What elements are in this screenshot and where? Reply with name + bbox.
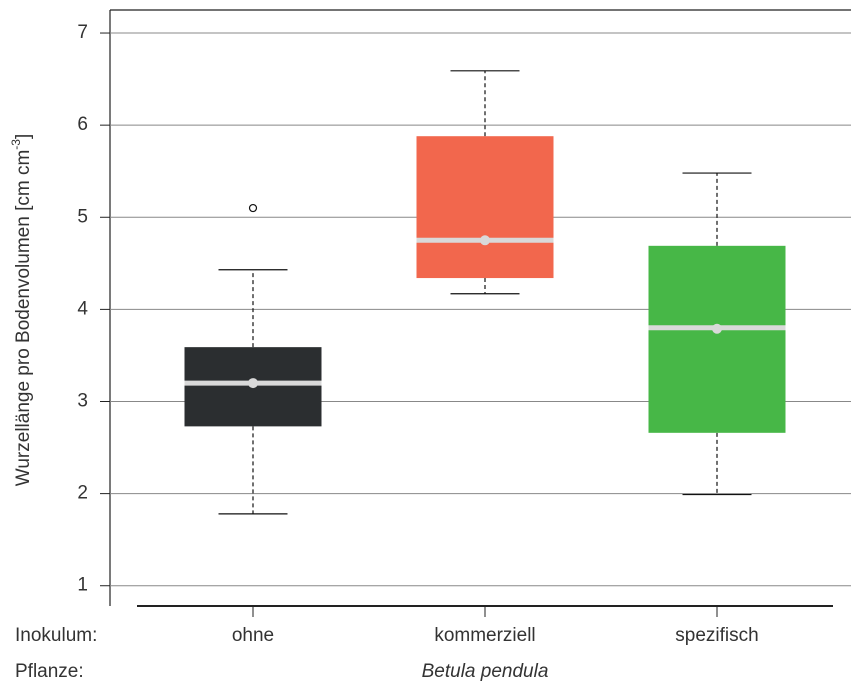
y-tick-label: 6 [77, 114, 88, 135]
x-tick-label: kommerziell [434, 625, 535, 646]
y-tick-label: 5 [77, 206, 88, 227]
y-tick-label: 2 [77, 483, 88, 504]
row-label: Pflanze: [15, 661, 84, 682]
y-tick-label: 1 [77, 575, 88, 596]
mean-dot [480, 235, 490, 246]
group-label: Betula pendula [422, 661, 549, 682]
box [416, 136, 554, 279]
y-tick-label: 4 [77, 298, 88, 319]
mean-dot [248, 378, 258, 389]
mean-dot [712, 323, 722, 334]
y-tick-label: 7 [77, 22, 88, 43]
outlier [248, 203, 258, 213]
y-axis-title: Wurzellänge pro Bodenvolumen [cm cm-3] [9, 134, 34, 486]
box [648, 245, 786, 433]
row-label: Inokulum: [15, 625, 97, 646]
x-tick-label: spezifisch [675, 625, 758, 646]
y-axis-title-main: Wurzellänge pro Bodenvolumen [cm cm [13, 150, 34, 487]
y-axis-title-sup: -3 [9, 139, 23, 150]
y-tick-label: 3 [77, 391, 88, 412]
x-tick-label: ohne [232, 625, 274, 646]
y-axis-title-end: ] [13, 134, 34, 139]
